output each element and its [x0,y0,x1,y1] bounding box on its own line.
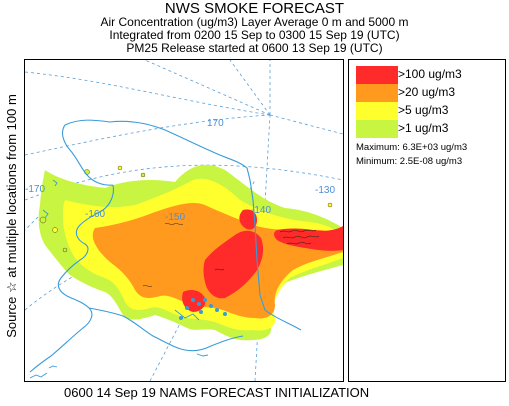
smoke-map-canvas: -170 -160 -150 -140 -130 170 [25,60,343,381]
minimum-value: Minimum: 2.5E-08 ug/m3 [356,156,463,167]
smoke-map: -170 -160 -150 -140 -130 170 [24,59,344,382]
fire-cluster-contours [142,223,320,287]
legend-label-gt5: >5 ug/m3 [398,103,449,117]
source-location-label: Source ☆ at multiple locations from 100 … [4,94,19,338]
lon-label-170w: -170 [25,184,45,195]
lon-label-140w: -140 [251,205,271,216]
release-start: PM25 Release started at 0600 13 Sep 19 (… [126,41,383,55]
chart-title: NWS SMOKE FORECAST [164,0,345,17]
legend-panel: >100 ug/m3 >20 ug/m3 >5 ug/m3 >1 ug/m3 M… [348,59,506,382]
plume-gt100 [182,209,343,312]
legend-swatch-gt20 [356,84,398,102]
lon-label-150w: -150 [165,212,185,223]
concentration-description: Air Concentration (ug/m3) Layer Average … [100,15,409,29]
maximum-value: Maximum: 6.3E+03 ug/m3 [356,142,468,153]
legend-swatch-gt1 [356,120,398,138]
lon-label-160w: -160 [85,209,105,220]
lon-label-170e: 170 [207,118,224,129]
coastline [29,119,302,373]
islands [29,179,209,379]
lon-label-130w: -130 [315,185,335,196]
legend-swatch-gt5 [356,102,398,120]
legend-label-gt20: >20 ug/m3 [398,85,456,99]
forecast-initialization: 0600 14 Sep 19 NAMS FORECAST INITIALIZAT… [64,385,370,400]
integration-period: Integrated from 0200 15 Sep to 0300 15 S… [109,28,400,42]
fire-locations [179,298,227,320]
legend-label-gt100: >100 ug/m3 [398,67,462,81]
legend-swatch-gt100 [356,66,398,84]
legend-label-gt1: >1 ug/m3 [398,121,449,135]
